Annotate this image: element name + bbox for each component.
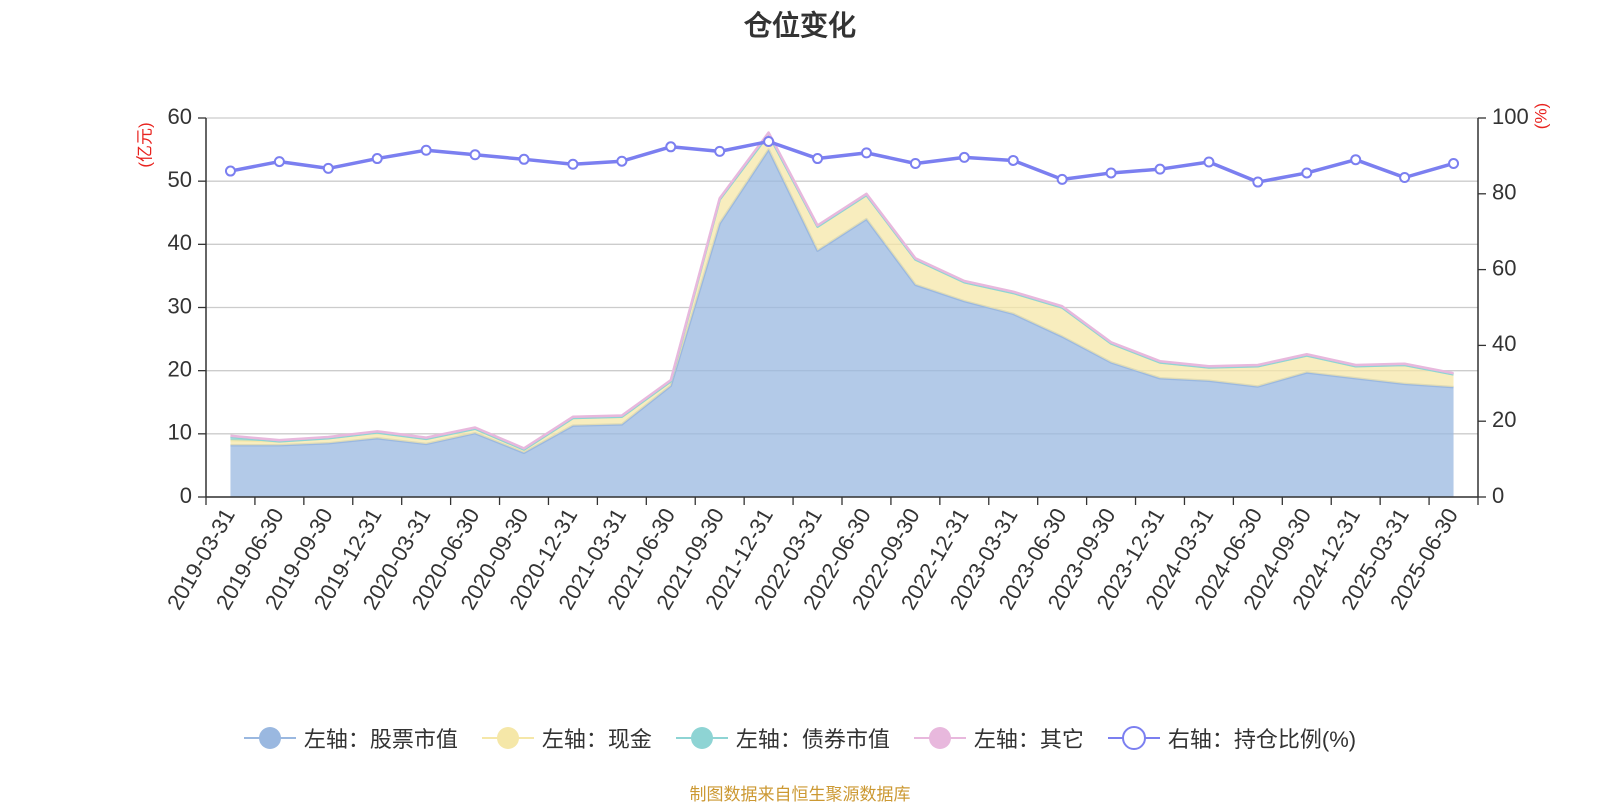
left-axis-tick-label: 20 bbox=[168, 356, 192, 381]
ratio-point bbox=[860, 147, 872, 159]
area-series-1 bbox=[230, 149, 1454, 497]
ratio-point bbox=[812, 153, 824, 165]
legend-item-2[interactable]: 左轴：现金 bbox=[481, 722, 652, 754]
left-axis-tick-label: 60 bbox=[168, 104, 192, 129]
right-axis-tick-label: 20 bbox=[1492, 407, 1516, 432]
legend-item-4[interactable]: 左轴：其它 bbox=[913, 722, 1084, 754]
ratio-point bbox=[567, 158, 579, 170]
left-axis-tick-label: 30 bbox=[168, 293, 192, 318]
ratio-point bbox=[273, 156, 285, 168]
ratio-point bbox=[322, 162, 334, 174]
legend-symbol-icon bbox=[481, 727, 534, 749]
left-axis-unit: (亿元) bbox=[135, 122, 154, 167]
ratio-point bbox=[518, 153, 530, 165]
ratio-point bbox=[371, 153, 383, 165]
legend-symbol-icon bbox=[243, 727, 296, 749]
ratio-point bbox=[1203, 156, 1215, 168]
ratio-point bbox=[1007, 154, 1019, 166]
legend-label: 左轴：现金 bbox=[541, 727, 652, 752]
right-axis-tick-label: 0 bbox=[1492, 483, 1504, 508]
stacked-areas bbox=[230, 131, 1454, 497]
legend-label: 左轴：其它 bbox=[973, 727, 1084, 752]
left-axis-tick-label: 0 bbox=[180, 483, 192, 508]
ratio-point bbox=[1448, 157, 1460, 169]
legend-symbol-icon bbox=[675, 727, 728, 749]
legend-item-1[interactable]: 左轴：股票市值 bbox=[243, 722, 458, 754]
ratio-point bbox=[1252, 176, 1264, 188]
ratio-point bbox=[1056, 173, 1068, 185]
ratio-point bbox=[224, 165, 236, 177]
right-axis-tick-label: 60 bbox=[1492, 255, 1516, 280]
right-axis-tick-label: 80 bbox=[1492, 180, 1516, 205]
left-axis-tick-label: 40 bbox=[168, 230, 192, 255]
left-axis-tick-label: 50 bbox=[168, 167, 192, 192]
ratio-line bbox=[224, 135, 1460, 188]
ratio-point bbox=[1301, 167, 1313, 179]
legend-label: 左轴：债券市值 bbox=[735, 727, 890, 752]
legend-item-5[interactable]: 右轴：持仓比例(%) bbox=[1107, 722, 1357, 754]
right-axis-unit: (%) bbox=[1531, 103, 1550, 129]
area-edge-series-4 bbox=[230, 131, 1454, 450]
ratio-point bbox=[1399, 172, 1411, 184]
right-axis-tick-label: 40 bbox=[1492, 331, 1516, 356]
ratio-point bbox=[1350, 154, 1362, 166]
right-axis-tick-label: 100 bbox=[1492, 104, 1529, 129]
source-note: 制图数据来自恒生聚源数据库 bbox=[689, 785, 911, 804]
left-axis-tick-label: 10 bbox=[168, 420, 192, 445]
ratio-line-path bbox=[230, 139, 1455, 184]
legend-symbol-icon bbox=[913, 727, 966, 749]
ratio-point bbox=[1154, 163, 1166, 175]
ratio-point bbox=[763, 135, 775, 147]
ratio-point bbox=[420, 144, 432, 156]
ratio-point bbox=[909, 157, 921, 169]
area-series-2 bbox=[230, 134, 1454, 453]
chart-title: 仓位变化 bbox=[743, 10, 856, 41]
ratio-point bbox=[1105, 167, 1117, 179]
legend-label: 右轴：持仓比例(%) bbox=[1167, 727, 1357, 752]
legend-label: 左轴：股票市值 bbox=[303, 727, 458, 752]
ratio-point bbox=[469, 149, 481, 161]
ratio-point bbox=[665, 141, 677, 153]
ratio-point bbox=[714, 145, 726, 157]
ratio-point bbox=[958, 151, 970, 163]
legend: 左轴：股票市值 左轴：现金 左轴：债券市值 左轴：其它 右轴：持仓比例(%) bbox=[0, 722, 1600, 754]
legend-item-3[interactable]: 左轴：债券市值 bbox=[675, 722, 890, 754]
ratio-point bbox=[616, 155, 628, 167]
legend-symbol-icon bbox=[1107, 726, 1160, 750]
